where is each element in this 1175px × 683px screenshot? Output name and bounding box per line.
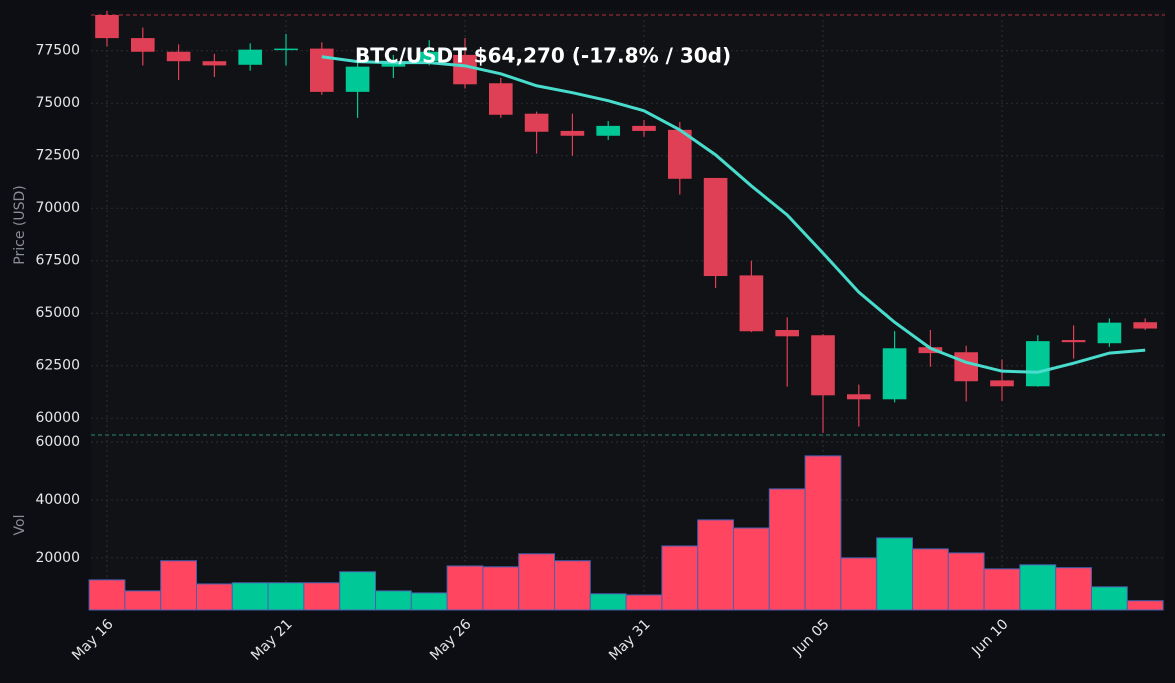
candle-body (811, 335, 835, 396)
chart-title: BTC/USDT $64,270 (-17.8% / 30d) (355, 44, 731, 68)
x-tick-label: Jun 05 (789, 616, 832, 659)
y-axis-label: Vol (12, 515, 28, 536)
volume-bar (1019, 564, 1057, 611)
y-axis-label: Price (USD) (12, 185, 28, 264)
volume-bar (446, 565, 484, 611)
volume-bar (804, 455, 842, 611)
volume-bar (912, 548, 949, 611)
volume-bar (124, 590, 162, 611)
candle-body (309, 48, 334, 92)
candle-body (238, 49, 263, 65)
x-tick-label: May 31 (606, 616, 654, 664)
volume-bar (983, 568, 1021, 611)
candle-body (739, 275, 764, 332)
volume-bar (196, 583, 233, 611)
candle-body (632, 125, 656, 131)
y-tick-label: 60000 (35, 434, 80, 450)
candle-body (954, 352, 979, 382)
candle-body (882, 348, 907, 400)
candle-body (560, 130, 585, 136)
candle-body (274, 48, 298, 51)
y-tick-label: 72500 (35, 148, 80, 164)
candle-body (1061, 340, 1086, 343)
candle-body (488, 83, 513, 115)
candle-body (703, 177, 728, 277)
x-tick-label: May 26 (427, 616, 475, 664)
y-tick-label: 60000 (35, 410, 80, 426)
y-tick-label: 75000 (35, 95, 80, 111)
volume-bar (1126, 600, 1164, 611)
candle-body (166, 51, 191, 62)
volume-bar (518, 553, 556, 611)
candle-body (918, 347, 943, 354)
x-tick-label: May 16 (69, 616, 117, 664)
volume-bar (768, 488, 806, 611)
candle-body (846, 394, 871, 400)
volume-bar (303, 582, 341, 611)
candle-body (1097, 322, 1122, 344)
y-tick-label: 67500 (35, 253, 80, 269)
volume-bar (876, 537, 914, 611)
volume-bar (625, 594, 663, 611)
volume-bar (661, 545, 699, 611)
volume-bar (160, 560, 197, 611)
y-tick-label: 65000 (35, 305, 80, 321)
volume-bar (267, 582, 305, 611)
volume-bar (589, 593, 627, 611)
y-tick-label: 70000 (35, 200, 80, 216)
candle-body (453, 54, 477, 85)
y-tick-label: 62500 (35, 358, 80, 374)
candle-body (202, 61, 227, 66)
candle-body (596, 125, 621, 136)
y-tick-label: 20000 (35, 550, 80, 566)
volume-bar (1091, 586, 1128, 611)
x-tick-label: May 21 (248, 616, 296, 664)
candle-body (95, 15, 119, 39)
volume-bar (88, 579, 126, 611)
plot-background (91, 10, 1165, 610)
volume-bar (733, 527, 770, 611)
volume-bar (482, 566, 520, 611)
volume-bar (947, 552, 985, 611)
candle-body (1025, 341, 1050, 387)
candle-body (417, 51, 442, 62)
y-tick-label: 77500 (35, 43, 80, 59)
x-tick-label: Jun 10 (968, 616, 1011, 659)
candle-body (667, 129, 692, 179)
volume-bar (554, 560, 591, 611)
candle-body (130, 38, 155, 52)
volume-bar (375, 590, 412, 611)
candle-body (1133, 322, 1158, 329)
candle-body (775, 330, 800, 337)
candle-body (524, 113, 549, 132)
marks: May 16 May 21 May 26 May 31 Jun 05 Jun 10 6000… (35, 10, 1165, 664)
candle-body (345, 66, 370, 92)
volume-bar (231, 582, 269, 611)
volume-bar (697, 519, 735, 611)
candle-body (990, 380, 1014, 387)
volume-bar (840, 557, 878, 611)
volume-bar (410, 592, 448, 611)
volume-bar (1055, 567, 1092, 611)
moving-average-line (321, 55, 1146, 374)
y-tick-label: 40000 (35, 492, 80, 508)
volume-bar (339, 571, 377, 611)
